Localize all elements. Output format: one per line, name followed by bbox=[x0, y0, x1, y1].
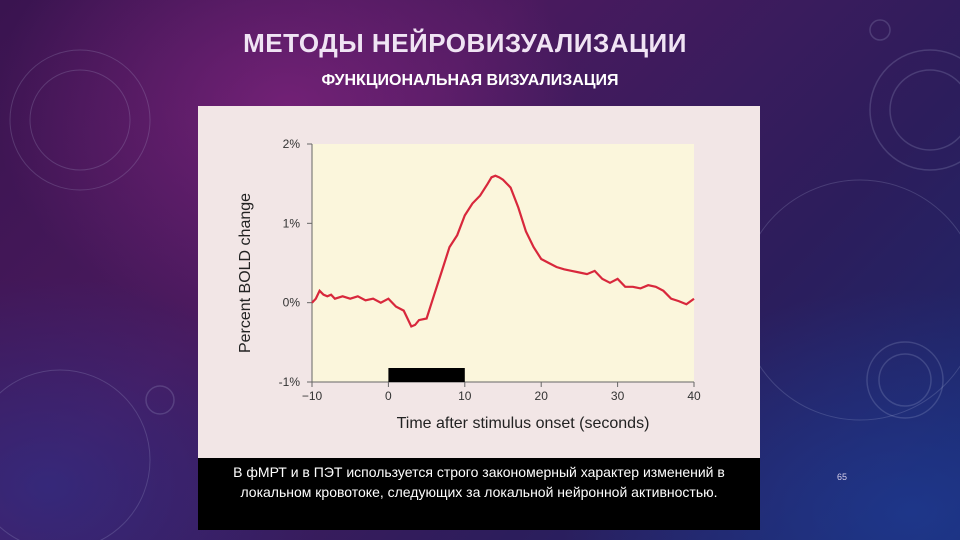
y-tick-label: -1% bbox=[279, 375, 301, 389]
x-tick-label: 40 bbox=[687, 389, 701, 403]
x-tick-label: 20 bbox=[535, 389, 549, 403]
y-tick-label: 0% bbox=[283, 296, 301, 310]
page-number: 65 bbox=[836, 472, 847, 482]
slide-subtitle: ФУНКЦИОНАЛЬНАЯ ВИЗУАЛИЗАЦИЯ bbox=[321, 72, 619, 89]
x-tick-label: 30 bbox=[611, 389, 625, 403]
y-axis-label: Percent BOLD change bbox=[237, 193, 254, 353]
y-tick-label: 1% bbox=[283, 216, 301, 230]
slide-title: МЕТОДЫ НЕЙРОВИЗУАЛИЗАЦИИ bbox=[243, 28, 687, 58]
bold-response-chart: −10 0 10 20 30 40 -1% 0% 1% 2% Time after stimulu… bbox=[237, 137, 701, 432]
chart-axes bbox=[307, 143, 695, 387]
tick-labels: −10 0 10 20 30 40 -1% 0% 1% 2% bbox=[279, 137, 701, 403]
x-tick-label: 10 bbox=[458, 389, 472, 403]
x-tick-label: −10 bbox=[302, 389, 323, 403]
plot-area bbox=[312, 144, 694, 382]
stimulus-bar bbox=[388, 368, 465, 382]
x-axis-label: Time after stimulus onset (seconds) bbox=[397, 415, 650, 432]
chart-panel: −10 0 10 20 30 40 -1% 0% 1% 2% Time after stimulu… bbox=[198, 106, 760, 458]
x-tick-label: 0 bbox=[385, 389, 392, 403]
caption-box: В фМРТ и в ПЭТ используется строго закон… bbox=[198, 458, 760, 530]
series-line bbox=[311, 174, 695, 328]
y-tick-label: 2% bbox=[283, 137, 301, 151]
caption-text: В фМРТ и в ПЭТ используется строго закон… bbox=[233, 464, 725, 500]
